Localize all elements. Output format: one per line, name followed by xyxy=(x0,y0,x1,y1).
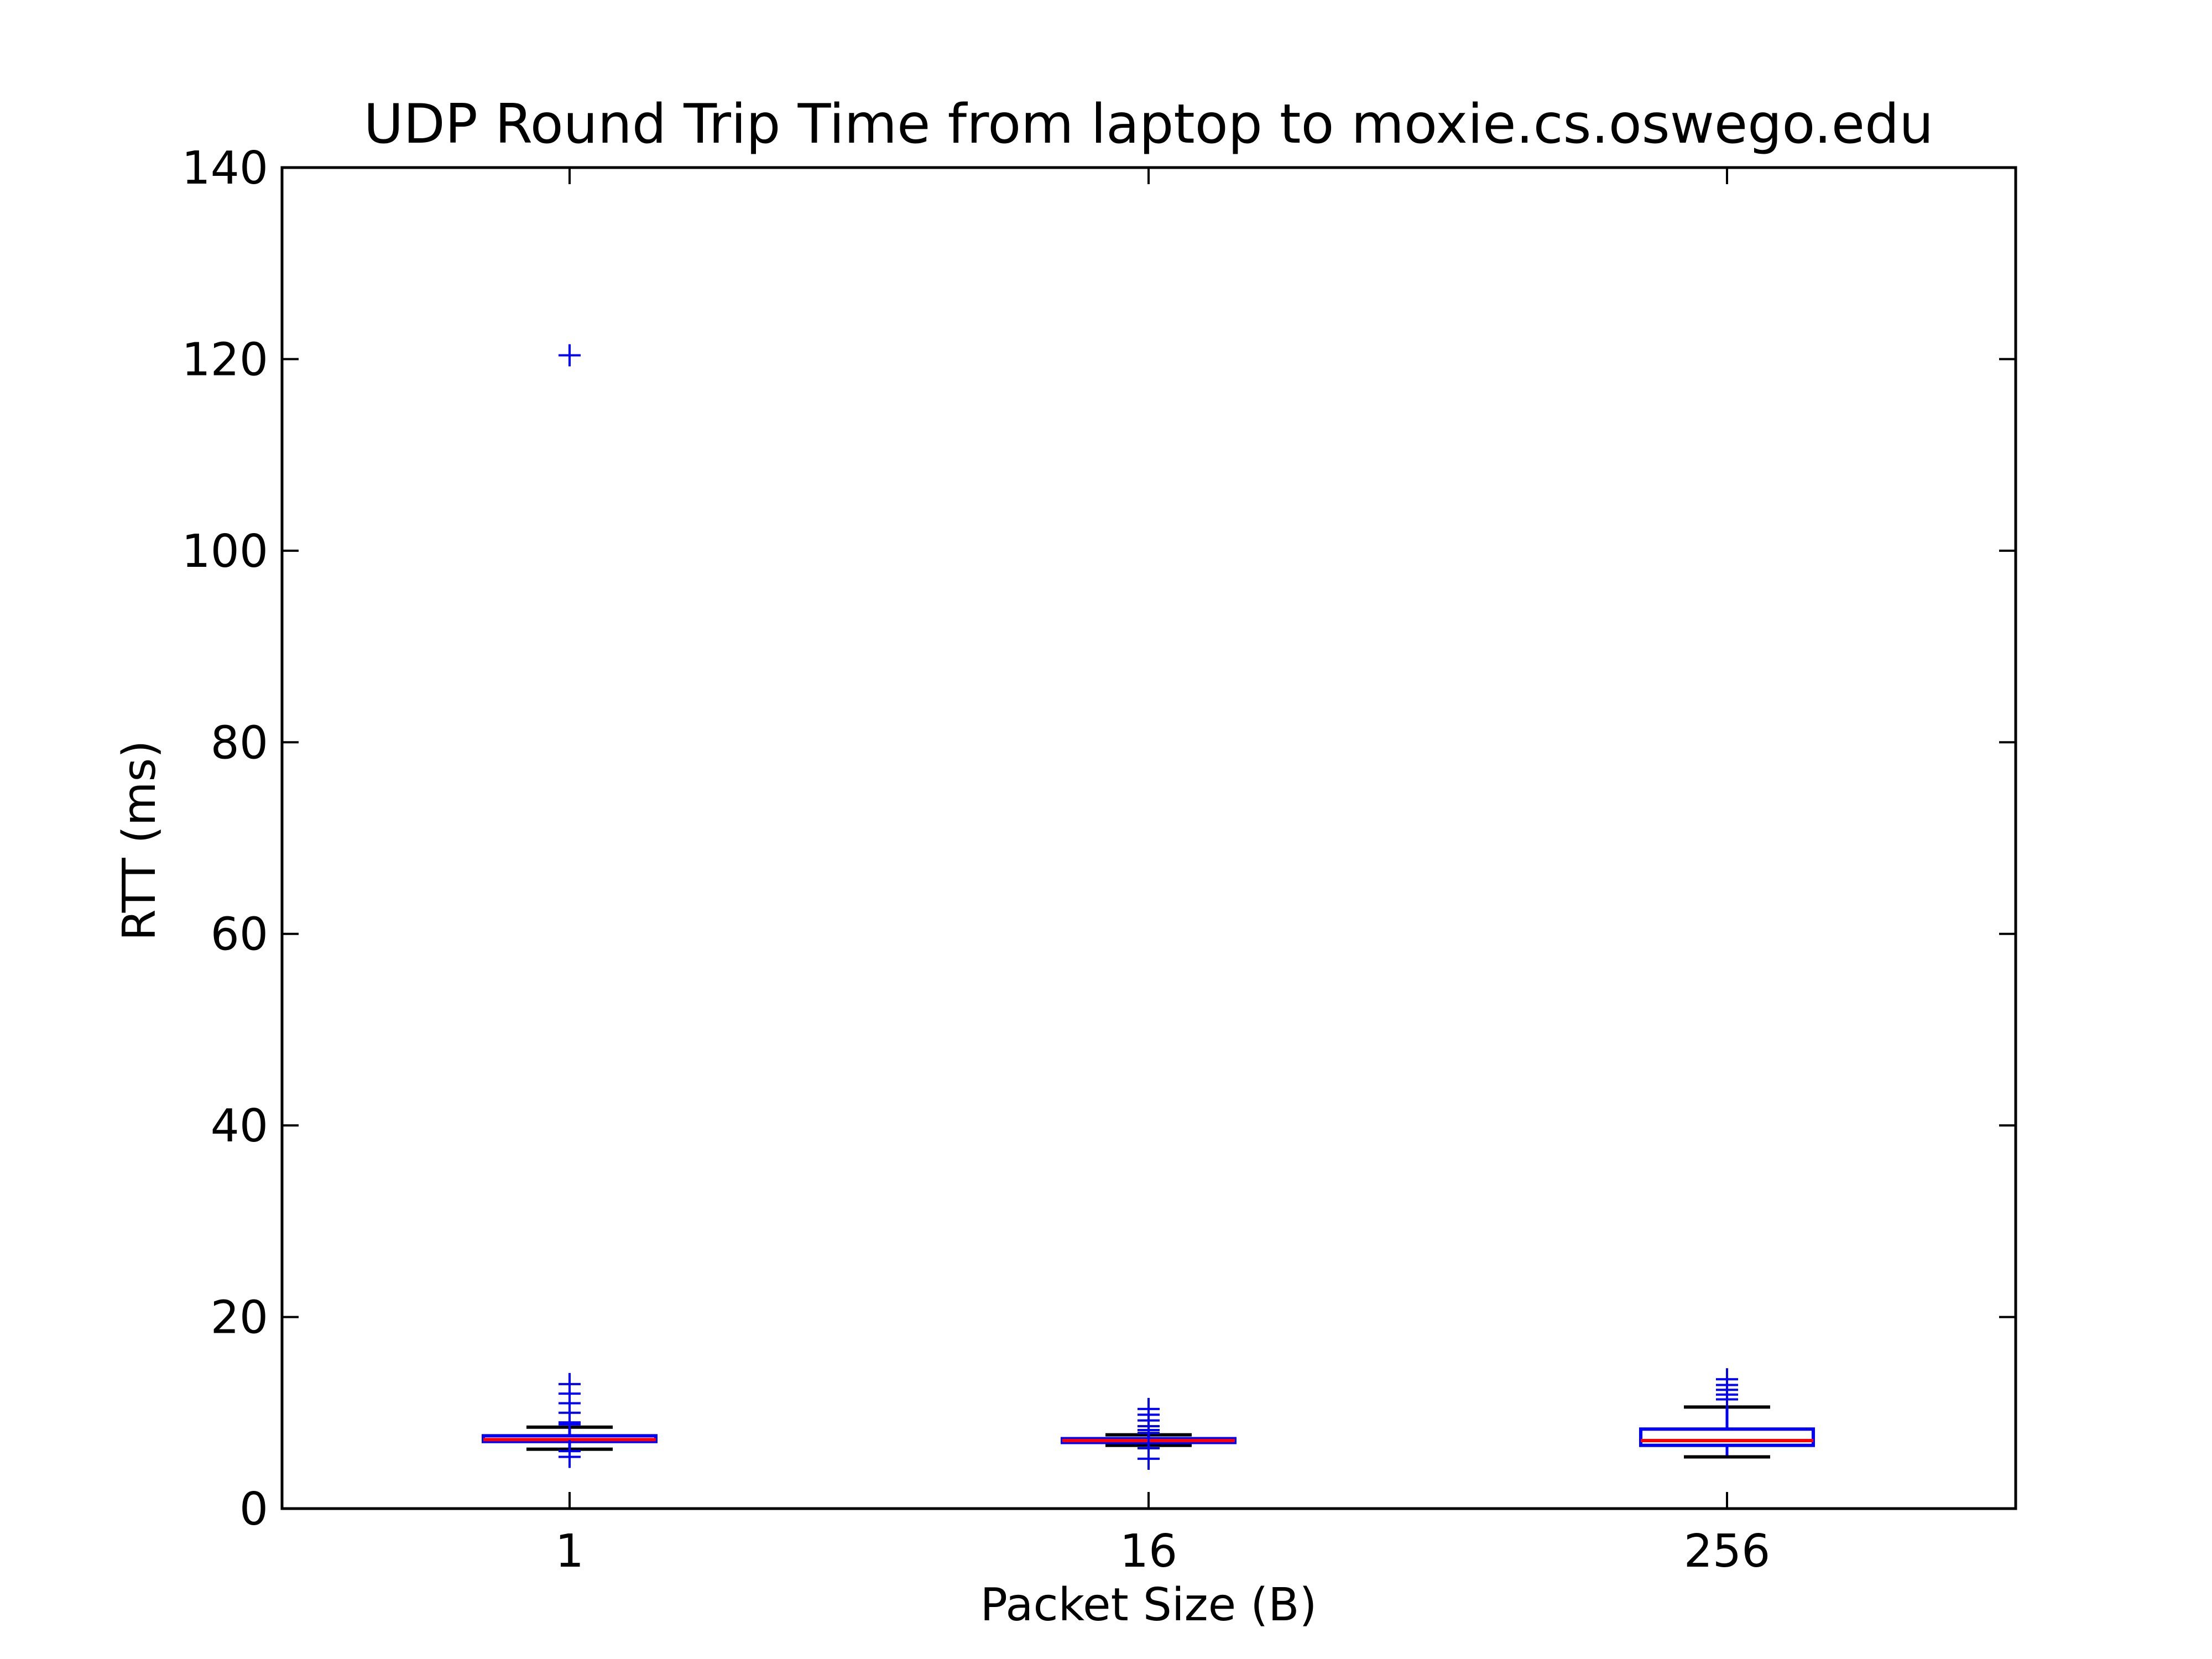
outlier-marker xyxy=(559,344,581,367)
y-tick-label: 120 xyxy=(181,333,268,386)
outlier-marker xyxy=(1716,1388,1738,1411)
y-tick-label: 140 xyxy=(181,142,268,195)
y-tick-label: 20 xyxy=(211,1292,268,1344)
outlier-marker xyxy=(559,1446,581,1468)
y-tick-label: 40 xyxy=(211,1100,268,1152)
y-tick-label: 80 xyxy=(211,717,268,769)
outlier-marker xyxy=(559,1413,581,1436)
x-tick-label: 1 xyxy=(555,1525,584,1578)
x-axis-label: Packet Size (B) xyxy=(980,1579,1317,1631)
outlier-marker xyxy=(1138,1447,1160,1470)
x-tick-label: 16 xyxy=(1120,1525,1177,1578)
chart-title: UDP Round Trip Time from laptop to moxie… xyxy=(364,93,1934,156)
axes-frame xyxy=(280,166,2017,1510)
y-axis-label: RTT (ms) xyxy=(113,740,166,941)
x-tick-label: 256 xyxy=(1684,1525,1771,1578)
y-tick-label: 0 xyxy=(239,1483,268,1536)
box-iqr xyxy=(1639,1427,1815,1447)
plot-area: 0 20 40 60 80 100 120 140 1 16 256 xyxy=(181,142,2016,1578)
y-tick-label: 100 xyxy=(181,525,268,578)
y-tick-label: 60 xyxy=(211,909,268,961)
